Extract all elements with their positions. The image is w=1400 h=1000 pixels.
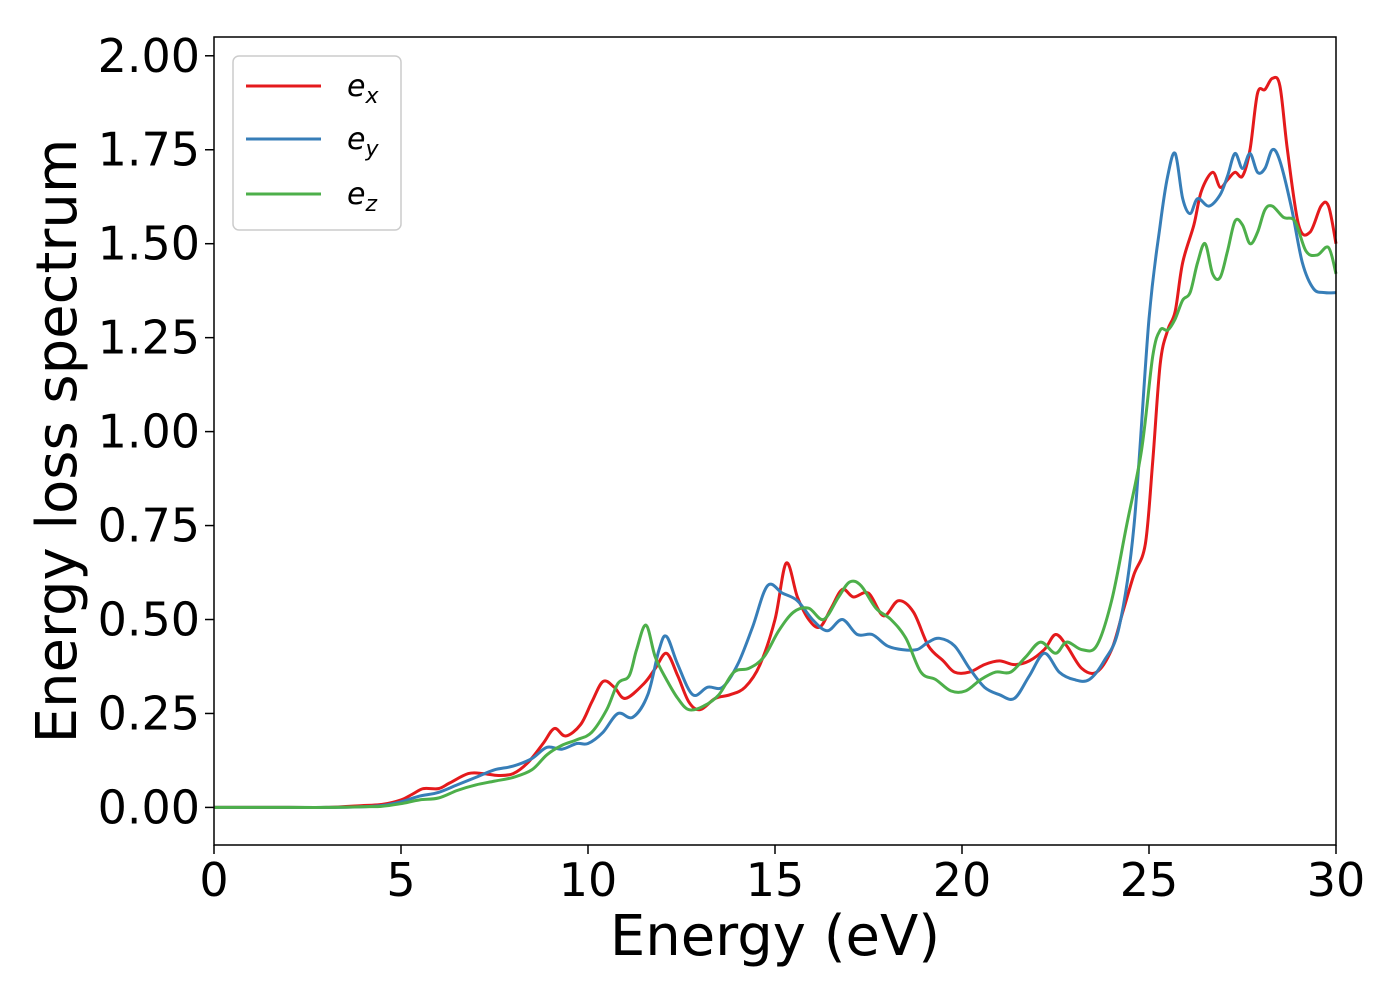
legend-label-ey-sub: y (364, 137, 379, 162)
legend-label-ex-sub: x (364, 84, 379, 109)
x-tick-label: 20 (933, 853, 992, 907)
x-tick-label: 0 (199, 853, 228, 907)
y-tick-label: 2.00 (98, 29, 200, 83)
series-layer (213, 75, 1338, 810)
legend-label-ey: ey (347, 122, 379, 162)
x-tick-label: 5 (386, 853, 415, 907)
y-tick-label: 1.75 (98, 123, 200, 177)
x-tick-label: 10 (559, 853, 618, 907)
y-ticks: 0.00 0.25 0.50 0.75 1.00 1.25 1.50 1.75 2.00 (98, 29, 214, 834)
y-tick-label: 0.00 (98, 780, 200, 834)
y-tick-label: 1.00 (98, 405, 200, 459)
x-tick-label: 15 (746, 853, 805, 907)
legend-label-ez: ez (347, 177, 377, 217)
y-tick-label: 0.50 (98, 593, 200, 647)
legend-label-ez-base: e (347, 177, 365, 212)
legend-label-ez-sub: z (364, 192, 377, 217)
x-tick-label: 25 (1120, 853, 1179, 907)
legend-label-ex-base: e (347, 69, 365, 104)
x-ticks: 0 5 10 15 20 25 30 (199, 845, 1365, 907)
legend-box (232, 55, 402, 231)
x-tick-label: 30 (1307, 853, 1366, 907)
y-tick-label: 0.75 (98, 499, 200, 553)
series-line-ez (213, 204, 1338, 809)
y-axis-label: Energy loss spectrum (25, 139, 90, 744)
y-tick-label: 1.50 (98, 217, 200, 271)
y-tick-label: 0.25 (98, 686, 200, 740)
y-tick-label: 1.25 (98, 311, 200, 365)
legend-label-ex: ex (347, 69, 379, 109)
legend: ex ey ez (232, 55, 402, 231)
x-axis-label: Energy (eV) (610, 904, 940, 969)
legend-label-ey-base: e (347, 122, 365, 157)
